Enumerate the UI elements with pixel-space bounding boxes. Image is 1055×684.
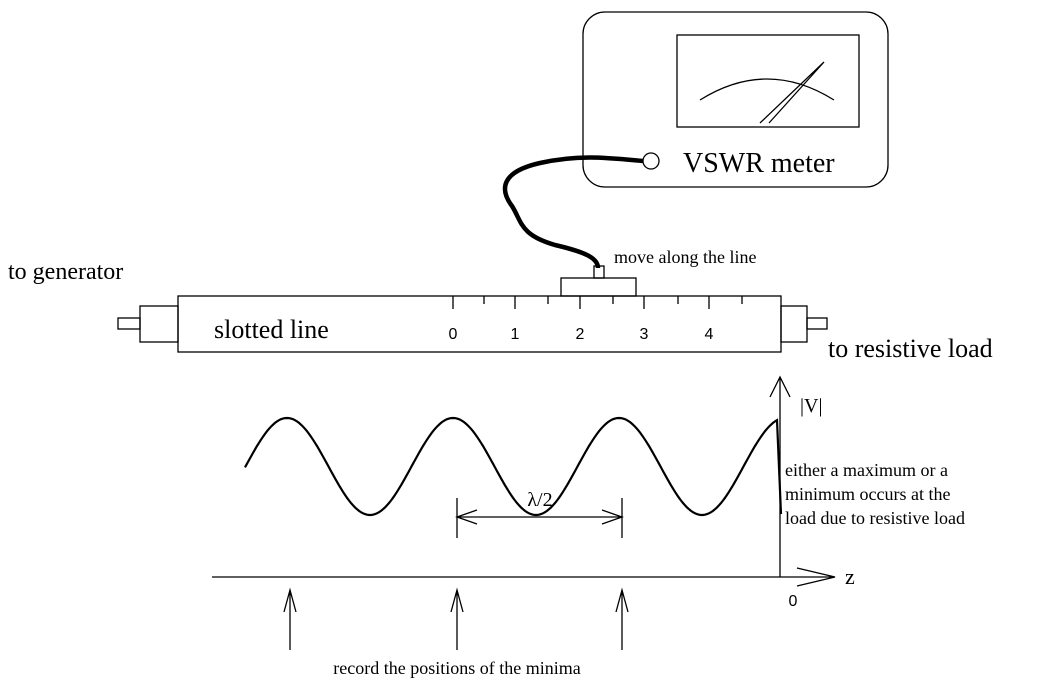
meter-body xyxy=(582,11,889,188)
meter-needle xyxy=(759,61,825,124)
scale-label: 4 xyxy=(705,326,714,343)
minima-note: record the positions of the minima xyxy=(333,658,580,678)
scale-ticks xyxy=(452,296,743,309)
scale-label: 1 xyxy=(511,326,520,343)
note-line: either a maximum or a xyxy=(785,460,948,480)
note-line: minimum occurs at the xyxy=(785,484,950,504)
generator-label: to generator xyxy=(8,259,123,285)
probe-label: move along the line xyxy=(614,247,756,267)
note-line: load due to resistive load xyxy=(785,508,965,528)
meter-scale-arc xyxy=(699,78,835,101)
meter-display xyxy=(676,34,860,128)
minimum-arrow xyxy=(283,587,297,650)
minimum-arrow xyxy=(450,587,464,650)
probe-carriage xyxy=(560,277,637,297)
load-label: to resistive load xyxy=(828,334,993,363)
v-axis-label: |V| xyxy=(800,395,822,417)
z-axis-label: z xyxy=(845,564,855,589)
right-connector xyxy=(780,305,808,343)
scale-label: 2 xyxy=(576,326,585,343)
minimum-arrow xyxy=(615,587,629,650)
standing-wave xyxy=(244,416,783,517)
left-connector-pin xyxy=(117,317,141,330)
slotted-line-label: slotted line xyxy=(214,315,329,344)
right-connector-pin xyxy=(806,317,828,330)
meter-jack xyxy=(642,152,660,170)
half-wavelength-label: λ/2 xyxy=(527,489,552,511)
scale-label: 3 xyxy=(640,326,649,343)
scale-label: 0 xyxy=(449,326,458,343)
half-wavelength-dimension xyxy=(455,498,624,538)
origin-label: 0 xyxy=(789,593,798,610)
meter-label: VSWR meter xyxy=(683,148,835,179)
cable xyxy=(502,155,644,269)
left-connector xyxy=(139,305,179,343)
z-axis xyxy=(212,567,836,587)
